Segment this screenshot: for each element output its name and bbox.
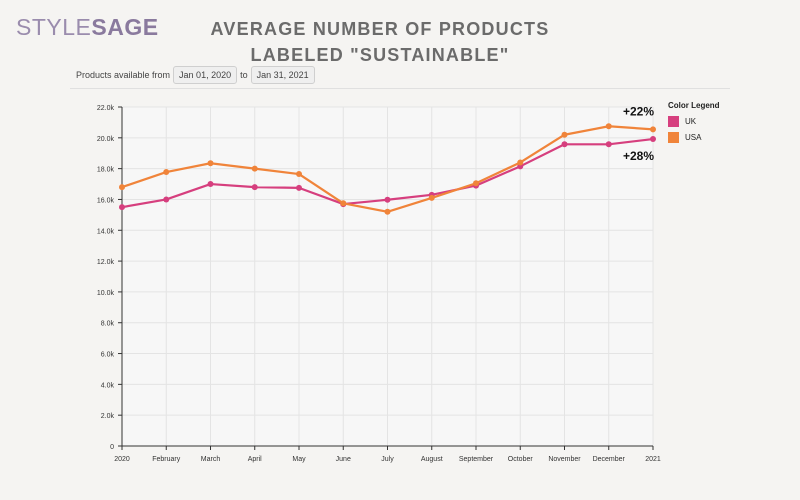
data-point-uk	[384, 196, 391, 203]
data-point-usa	[340, 200, 347, 207]
x-tick-label: July	[381, 456, 394, 463]
data-point-usa	[561, 131, 568, 138]
data-point-uk	[251, 184, 258, 191]
x-tick-label: September	[459, 456, 494, 463]
legend-label-uk: UK	[685, 117, 697, 126]
data-point-usa	[473, 180, 479, 187]
chart-title-line-2: LABELED "SUSTAINABLE"	[250, 45, 510, 65]
data-point-uk	[163, 196, 170, 203]
data-point-uk	[605, 141, 612, 148]
y-tick-label: 22.0k	[97, 105, 115, 112]
legend-label-usa: USA	[685, 133, 702, 142]
data-point-uk	[561, 141, 568, 148]
data-point-uk	[650, 136, 656, 143]
annotation-uk: +28%	[623, 149, 654, 163]
x-tick-label: April	[248, 456, 262, 463]
data-point-usa	[428, 194, 435, 201]
x-tick-label: November	[548, 456, 581, 463]
data-point-usa	[207, 160, 214, 167]
x-tick-label: March	[201, 456, 221, 463]
date-filter: Products available from Jan 01, 2020 to …	[76, 66, 315, 84]
x-tick-label: December	[593, 456, 626, 463]
x-tick-label: June	[336, 456, 351, 463]
legend-swatch-usa	[668, 132, 679, 143]
data-point-usa	[251, 165, 258, 172]
y-tick-label: 4.0k	[101, 382, 115, 389]
x-tick-label: October	[508, 456, 534, 463]
legend-title: Color Legend	[668, 101, 720, 110]
chart-title-line-1: AVERAGE NUMBER OF PRODUCTS	[210, 19, 550, 39]
x-tick-label: 2021	[645, 456, 661, 463]
legend-item-uk[interactable]: UK	[668, 116, 720, 127]
y-tick-label: 12.0k	[97, 259, 115, 266]
filter-prefix-label: Products available from	[76, 70, 171, 80]
annotation-usa: +22%	[623, 104, 654, 118]
y-tick-label: 2.0k	[101, 413, 115, 420]
data-point-usa	[296, 171, 302, 178]
data-point-uk	[119, 204, 125, 211]
data-point-usa	[163, 169, 170, 176]
stylesage-logo: STYLESAGE	[16, 14, 159, 41]
data-point-usa	[119, 184, 125, 191]
x-tick-label: 2020	[114, 456, 130, 463]
y-tick-label: 0	[110, 444, 114, 451]
end-date-field[interactable]: Jan 31, 2021	[250, 66, 315, 84]
legend-swatch-uk	[668, 116, 679, 127]
data-point-usa	[650, 126, 656, 133]
filter-joiner-label: to	[240, 70, 248, 80]
chart-title: AVERAGE NUMBER OF PRODUCTS LABELED "SUST…	[200, 16, 560, 68]
y-tick-label: 20.0k	[97, 136, 115, 143]
y-tick-label: 8.0k	[101, 321, 115, 328]
data-point-usa	[605, 123, 612, 130]
data-point-usa	[384, 208, 391, 215]
logo-style-text: STYLE	[16, 14, 92, 40]
data-point-usa	[517, 159, 524, 166]
data-point-uk	[296, 184, 302, 191]
y-tick-label: 14.0k	[97, 228, 115, 235]
x-tick-label: May	[292, 456, 306, 463]
x-tick-label: February	[152, 456, 181, 463]
y-tick-label: 10.0k	[97, 290, 115, 297]
header-divider	[70, 88, 730, 89]
legend-item-usa[interactable]: USA	[668, 132, 720, 143]
y-tick-label: 6.0k	[101, 352, 115, 359]
logo-sage-text: SAGE	[91, 14, 159, 40]
x-tick-label: August	[421, 456, 443, 463]
y-tick-label: 18.0k	[97, 167, 115, 174]
start-date-field[interactable]: Jan 01, 2020	[173, 66, 238, 84]
data-point-uk	[207, 181, 214, 188]
color-legend: Color Legend UK USA	[668, 101, 720, 148]
y-tick-label: 16.0k	[97, 197, 115, 204]
